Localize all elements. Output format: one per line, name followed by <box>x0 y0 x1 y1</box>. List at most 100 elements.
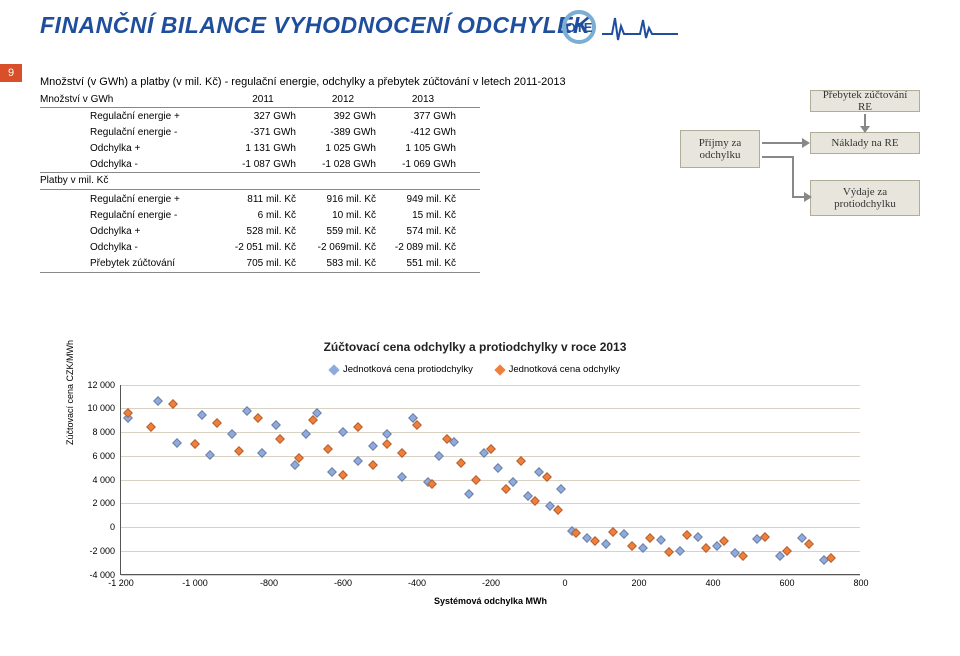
xtick-label: -200 <box>482 578 500 588</box>
legend-label: Jednotková cena odchylky <box>509 364 620 375</box>
data-point <box>693 532 703 542</box>
row-label: Regulační energie - <box>40 210 230 221</box>
legend-odch: Jednotková cena odchylky <box>496 364 620 375</box>
cell: -2 051 mil. Kč <box>230 242 310 253</box>
xtick-label: 0 <box>562 578 567 588</box>
table-row: Odchylka --2 051 mil. Kč-2 069mil. Kč-2 … <box>40 239 480 255</box>
cell: 392 GWh <box>310 111 390 122</box>
data-point <box>638 543 648 553</box>
table-row: Odchylka --1 087 GWh-1 028 GWh-1 069 GWh <box>40 156 480 172</box>
data-point <box>397 472 407 482</box>
xtick-label: 800 <box>853 578 868 588</box>
ytick-label: 0 <box>71 522 115 532</box>
xtick-label: 200 <box>631 578 646 588</box>
diamond-icon <box>494 364 505 375</box>
gridline <box>121 551 860 552</box>
cell: -371 GWh <box>230 127 310 138</box>
chart-legend: Jednotková cena protiodchylky Jednotková… <box>60 364 890 377</box>
cell: 6 mil. Kč <box>230 210 310 221</box>
cell: -2 089 mil. Kč <box>390 242 470 253</box>
year-col: 2013 <box>390 94 470 105</box>
legend-label: Jednotková cena protiodchylky <box>343 364 473 375</box>
cell: 583 mil. Kč <box>310 258 390 269</box>
data-point <box>257 448 267 458</box>
data-point <box>327 467 337 477</box>
ytick-label: 2 000 <box>71 498 115 508</box>
ytick-label: 4 000 <box>71 475 115 485</box>
cell: 705 mil. Kč <box>230 258 310 269</box>
data-point <box>804 539 814 549</box>
data-point <box>382 439 392 449</box>
row-label: Odchylka - <box>40 242 230 253</box>
box-vydaje: Výdaje za protiodchylku <box>810 180 920 216</box>
cell: 1 105 GWh <box>390 143 470 154</box>
data-point <box>153 396 163 406</box>
box-naklady: Náklady na RE <box>810 132 920 154</box>
page-title: FINANČNÍ BILANCE VYHODNOCENÍ ODCHYLEK <box>0 0 960 39</box>
xtick-label: 400 <box>705 578 720 588</box>
xtick-label: -1 000 <box>182 578 208 588</box>
flow-diagram: Přebytek zúčtování RE Příjmy za odchylku… <box>680 90 920 240</box>
data-point <box>826 553 836 563</box>
data-point <box>571 528 581 538</box>
data-point <box>190 439 200 449</box>
logo-circle: OTE <box>562 10 596 44</box>
ytick-label: 12 000 <box>71 380 115 390</box>
box-prijmy: Příjmy za odchylku <box>680 130 760 168</box>
xtick-label: -600 <box>334 578 352 588</box>
xtick-label: -800 <box>260 578 278 588</box>
data-point <box>675 546 685 556</box>
arrow-down-icon <box>860 126 870 133</box>
xtick-label: -400 <box>408 578 426 588</box>
cell: -1 028 GWh <box>310 159 390 170</box>
ytick-label: -2 000 <box>71 546 115 556</box>
cell: 15 mil. Kč <box>390 210 470 221</box>
data-point <box>508 477 518 487</box>
page-number-badge: 9 <box>0 64 22 82</box>
row-label: Odchylka - <box>40 159 230 170</box>
row-label: Regulační energie + <box>40 111 230 122</box>
data-point <box>382 429 392 439</box>
data-point <box>212 418 222 428</box>
data-point <box>542 472 552 482</box>
data-point <box>601 539 611 549</box>
data-point <box>253 413 263 423</box>
data-table: Množství v GWh 2011 2012 2013 Regulační … <box>40 92 480 273</box>
data-point <box>323 444 333 454</box>
arrow-icon <box>804 192 812 202</box>
gridline <box>121 527 860 528</box>
data-point <box>608 527 618 537</box>
data-point <box>242 406 252 416</box>
data-point <box>275 434 285 444</box>
data-point <box>627 541 637 551</box>
data-point <box>464 489 474 499</box>
data-point <box>234 446 244 456</box>
data-point <box>619 529 629 539</box>
ytick-label: 10 000 <box>71 403 115 413</box>
cell: 327 GWh <box>230 111 310 122</box>
gridline <box>121 385 860 386</box>
cell: 574 mil. Kč <box>390 226 470 237</box>
cell: 1 025 GWh <box>310 143 390 154</box>
data-point <box>172 438 182 448</box>
data-point <box>353 456 363 466</box>
cell: -389 GWh <box>310 127 390 138</box>
cell: -1 087 GWh <box>230 159 310 170</box>
table-row: Regulační energie +327 GWh392 GWh377 GWh <box>40 108 480 124</box>
data-point <box>456 458 466 468</box>
gridline <box>121 408 860 409</box>
cell: 916 mil. Kč <box>310 194 390 205</box>
data-point <box>701 543 711 553</box>
xtick-label: -1 200 <box>108 578 134 588</box>
data-point <box>271 420 281 430</box>
cell: 559 mil. Kč <box>310 226 390 237</box>
table-row: Přebytek zúčtování705 mil. Kč583 mil. Kč… <box>40 255 480 271</box>
cell: 551 mil. Kč <box>390 258 470 269</box>
subtitle: Množství (v GWh) a platby (v mil. Kč) - … <box>40 76 940 88</box>
data-point <box>434 451 444 461</box>
cell: 1 131 GWh <box>230 143 310 154</box>
chart-section: Zúčtovací cena odchylky a protiodchylky … <box>60 340 890 575</box>
table-row: Odchylka +1 131 GWh1 025 GWh1 105 GWh <box>40 140 480 156</box>
row-label: Regulační energie + <box>40 194 230 205</box>
data-point <box>205 450 215 460</box>
